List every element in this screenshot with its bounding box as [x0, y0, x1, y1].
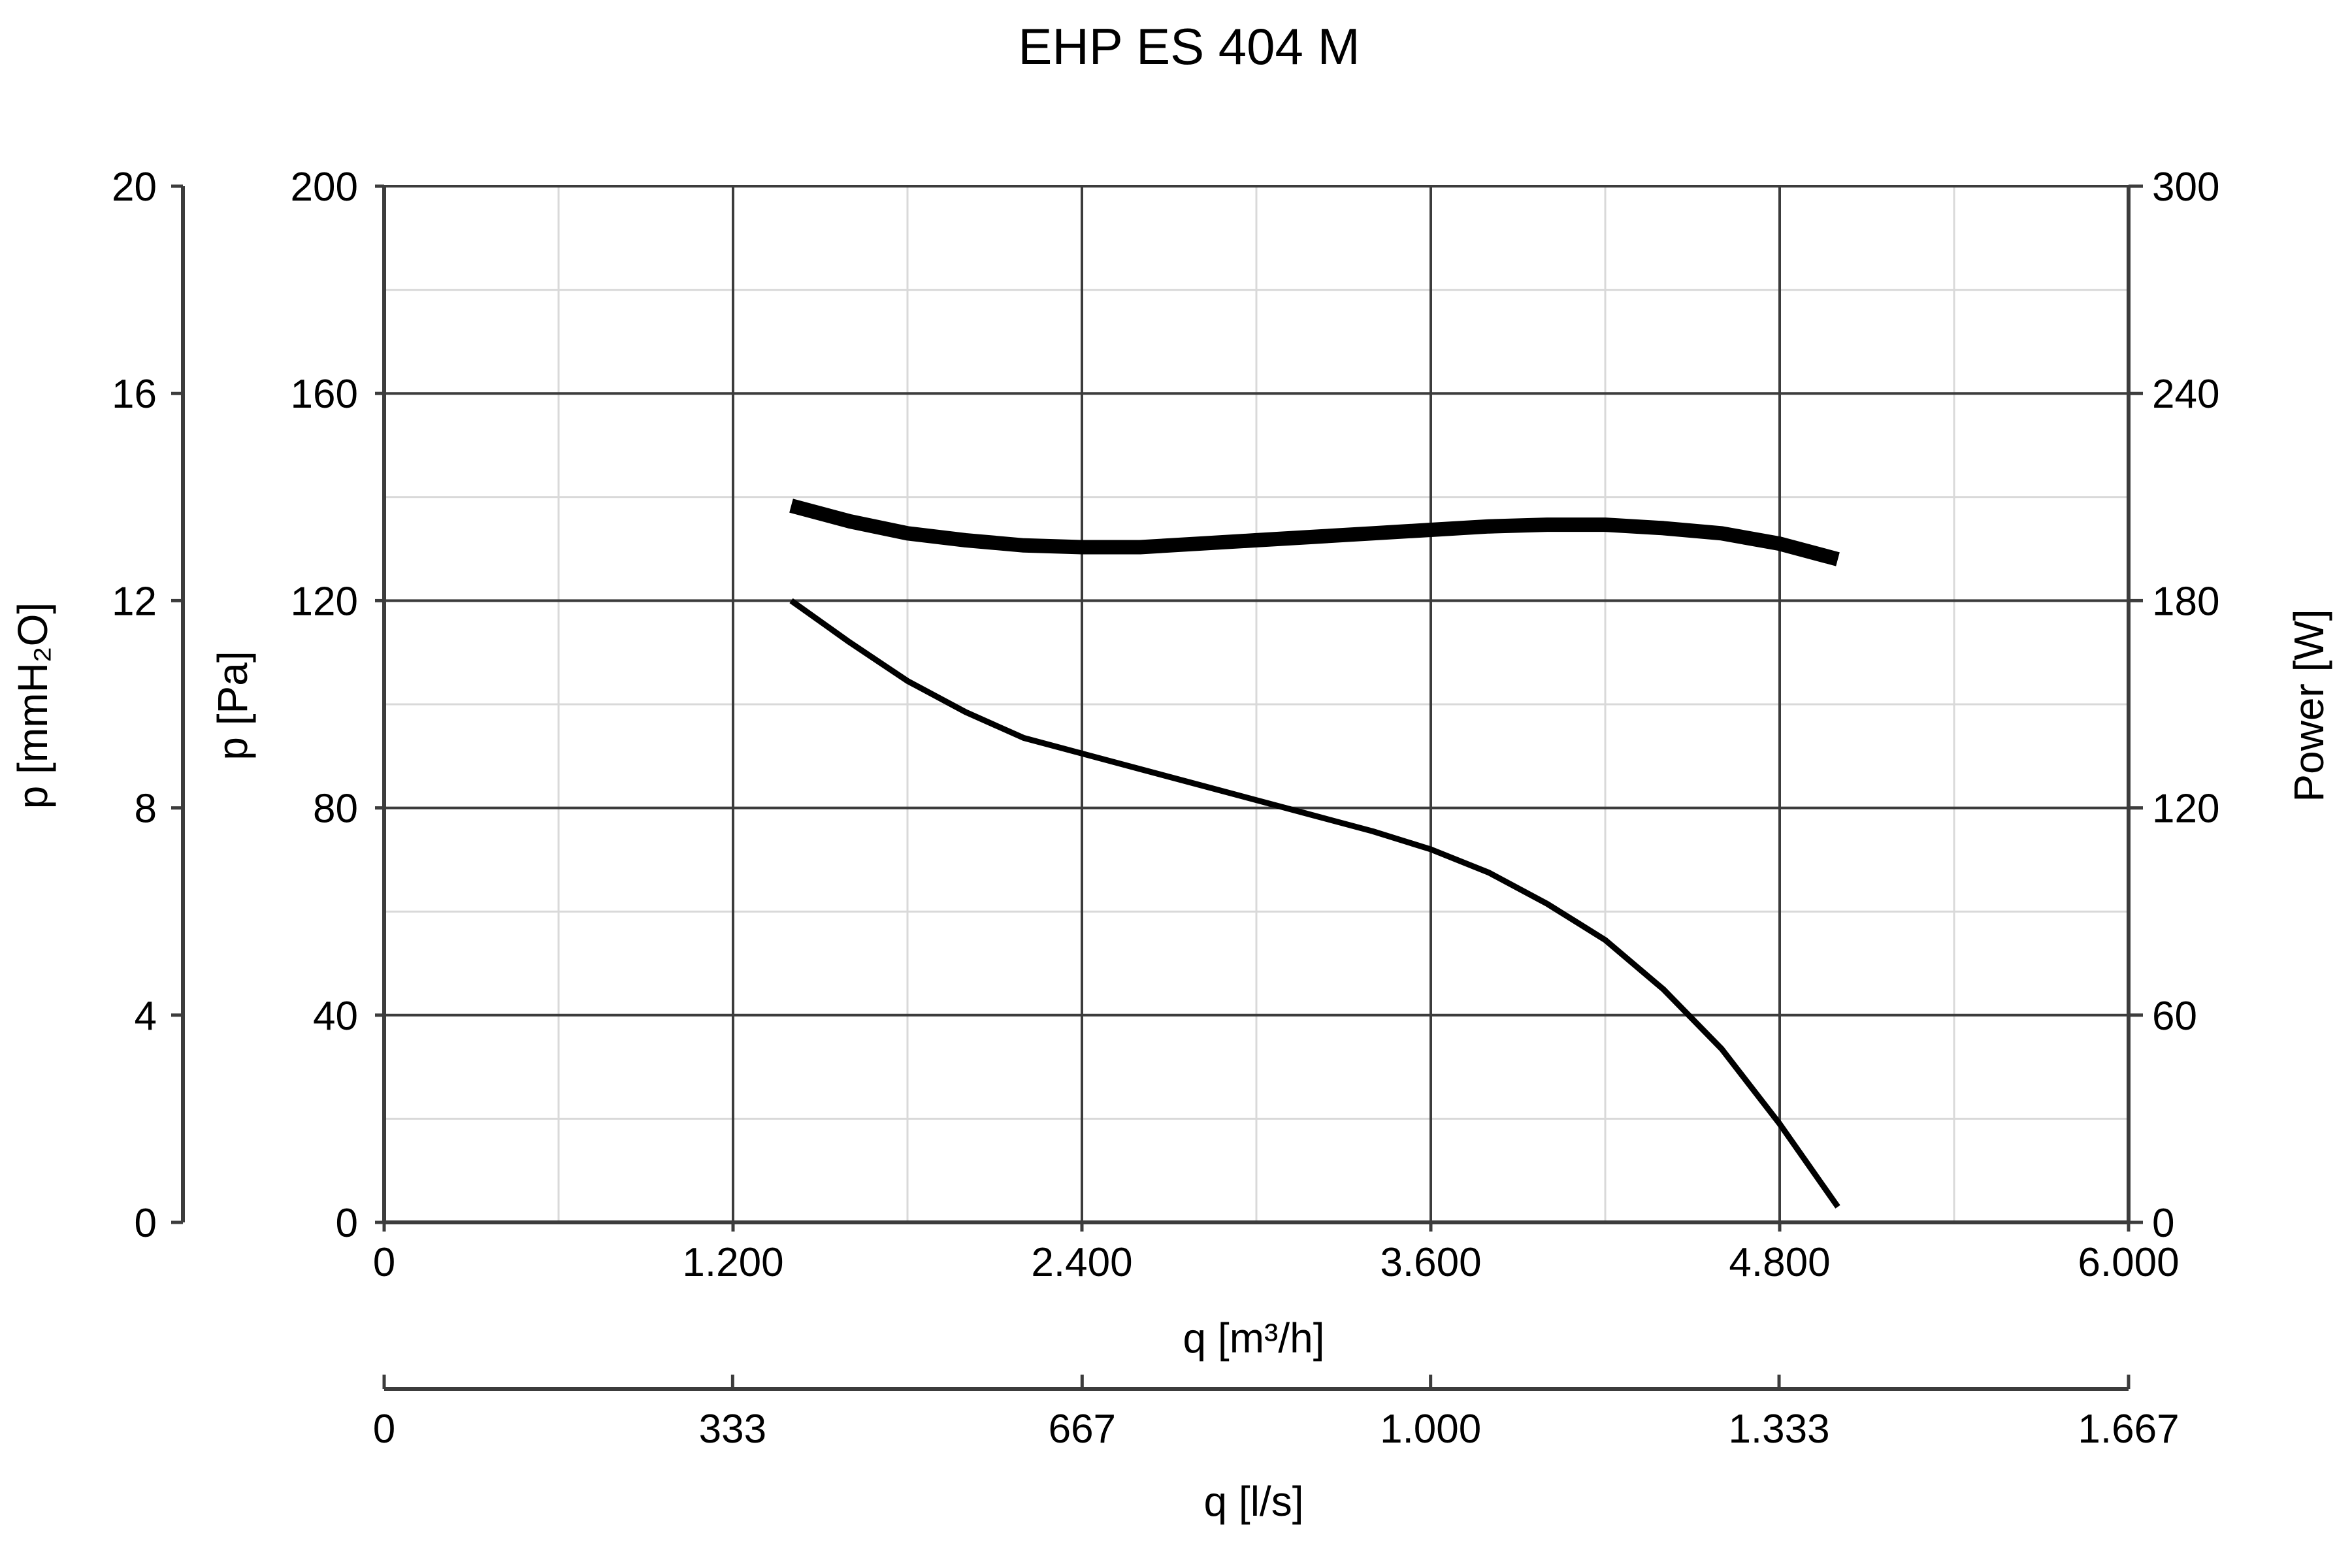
axes	[181, 186, 2131, 1391]
x2-tick-label: 333	[699, 1407, 766, 1452]
y2-tick-label: 240	[2152, 372, 2219, 417]
y-mmh2o-axis-label: p [mmH₂O]	[9, 602, 56, 809]
y-mmh2o-tick-label: 16	[112, 372, 157, 417]
y-mmh2o-tick-label: 12	[112, 579, 157, 624]
y-tick-label: 40	[313, 994, 358, 1039]
y2-axis-label: Power [W]	[2285, 609, 2332, 802]
y-tick-label: 0	[336, 1201, 358, 1246]
series-line-power	[789, 498, 1840, 566]
x-tick-label: 1.200	[682, 1240, 783, 1285]
x2-tick-label: 667	[1049, 1407, 1116, 1452]
x-tick-label: 4.800	[1729, 1240, 1830, 1285]
y-tick-label: 120	[291, 579, 358, 624]
grid	[383, 185, 2130, 1224]
y-axis-label: p [Pa]	[209, 651, 256, 760]
y2-tick-label: 120	[2152, 787, 2219, 832]
y-mmh2o-tick-label: 0	[135, 1201, 157, 1246]
x-tick-label: 6.000	[2078, 1240, 2179, 1285]
y2-tick-label: 180	[2152, 579, 2219, 624]
x2-axis-label: q [l/s]	[1204, 1478, 1304, 1525]
series-line-pressure	[789, 598, 1840, 1209]
x2-tick-label: 1.333	[1728, 1407, 1829, 1452]
y2-tick-label: 300	[2152, 165, 2219, 210]
x2-tick-label: 0	[373, 1407, 395, 1452]
y2-tick-label: 0	[2152, 1201, 2174, 1246]
y-mmh2o-tick-label: 8	[135, 787, 157, 832]
curves	[789, 498, 1840, 1209]
y-mmh2o-tick-label: 20	[112, 165, 157, 210]
chart-title: EHP ES 404 M	[1018, 18, 1360, 75]
x-tick-label: 0	[373, 1240, 395, 1285]
y2-tick-label: 60	[2152, 994, 2197, 1039]
y-mmh2o-tick-label: 4	[135, 994, 157, 1039]
x-tick-label: 2.400	[1031, 1240, 1132, 1285]
y-tick-label: 200	[291, 165, 358, 210]
x2-tick-label: 1.667	[2078, 1407, 2179, 1452]
y-tick-label: 80	[313, 787, 358, 832]
x-axis-label: q [m³/h]	[1183, 1315, 1325, 1362]
x-tick-label: 3.600	[1380, 1240, 1481, 1285]
y-tick-label: 160	[291, 372, 358, 417]
x2-tick-label: 1.000	[1380, 1407, 1481, 1452]
